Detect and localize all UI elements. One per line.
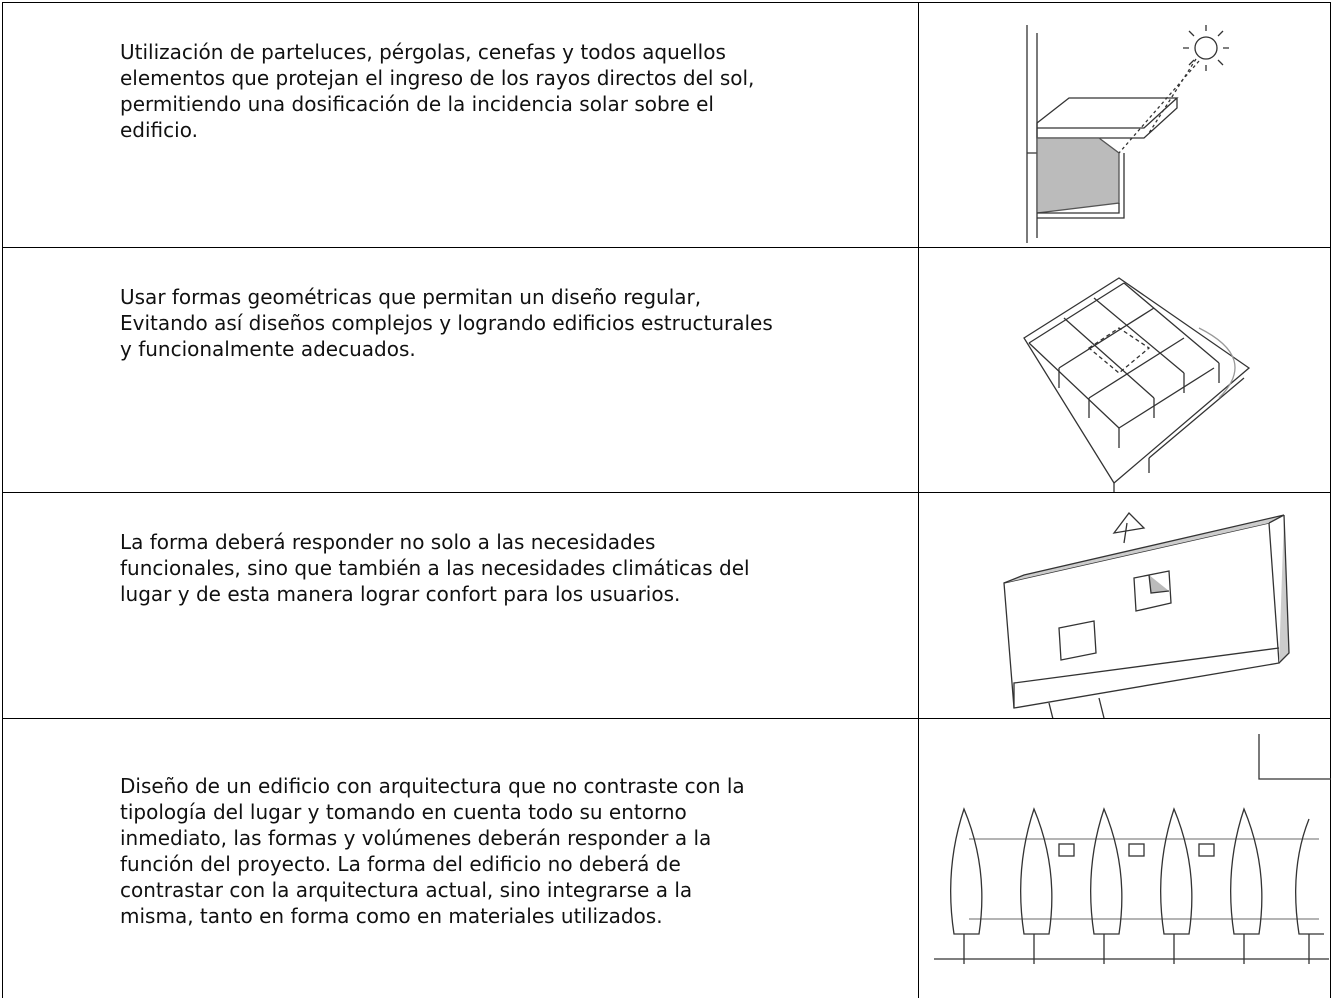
cell-text-line: funcionales, sino que también a las nece…: [120, 556, 750, 580]
cell-text-line: Utilización de parteluces, pérgolas, cen…: [120, 40, 726, 64]
grid-structure-sketch: [1023, 277, 1251, 492]
column-divider: [918, 719, 919, 998]
cell-text-line: elementos que protejan el ingreso de los…: [120, 66, 755, 90]
column-divider: [918, 493, 919, 718]
cell-text-line: inmediato, las formas y volúmenes deberá…: [120, 826, 712, 850]
trees-facade-sketch: [934, 734, 1331, 964]
table-row: La forma deberá responder no solo a las …: [2, 492, 1331, 718]
table-row: Usar formas geométricas que permitan un …: [2, 247, 1331, 492]
cell-text-line: Evitando así diseños complejos y logrand…: [120, 311, 773, 335]
cell-text-line: edificio.: [120, 118, 198, 142]
building-form-sketch: [1003, 512, 1290, 718]
cell-text-line: contrastar con la arquitectura actual, s…: [120, 878, 693, 902]
cell-text-line: función del proyecto. La forma del edifi…: [120, 852, 681, 876]
column-divider: [918, 248, 919, 492]
cell-text-line: lugar y de esta manera lograr confort pa…: [120, 582, 681, 606]
cell-text-line: tipología del lugar y tomando en cuenta …: [120, 800, 687, 824]
table-row: Diseño de un edificio con arquitectura q…: [2, 718, 1331, 998]
cell-text-line: Usar formas geométricas que permitan un …: [120, 285, 702, 309]
cell-text-line: misma, tanto en forma como en materiales…: [120, 904, 663, 928]
cell-text-line: Diseño de un edificio con arquitectura q…: [120, 774, 745, 798]
table-row: Utilización de parteluces, pérgolas, cen…: [2, 2, 1331, 247]
sun-shade-sketch: [1026, 25, 1229, 243]
cell-text-line: La forma deberá responder no solo a las …: [120, 530, 656, 554]
cell-text-line: y funcionalmente adecuados.: [120, 337, 416, 361]
column-divider: [918, 3, 919, 247]
cell-text-line: permitiendo una dosificación de la incid…: [120, 92, 714, 116]
